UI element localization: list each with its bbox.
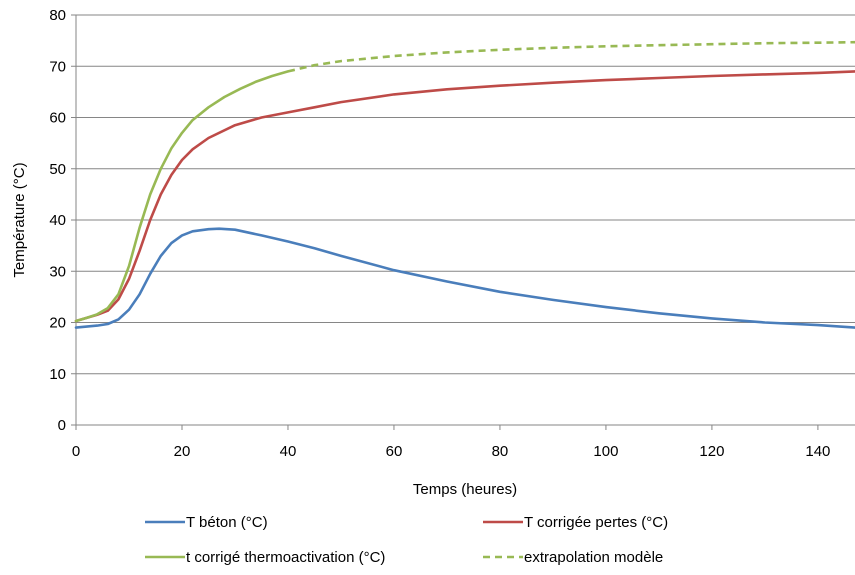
y-tick-label: 70	[49, 58, 66, 75]
y-tick-label: 60	[49, 110, 66, 127]
legend-label-3: extrapolation modèle	[524, 549, 663, 566]
y-tick-label: 80	[49, 7, 66, 24]
x-tick-label: 120	[699, 443, 724, 460]
y-tick-label: 50	[49, 161, 66, 178]
y-axis-title: Température (°C)	[11, 162, 28, 277]
x-axis-title: Temps (heures)	[413, 481, 517, 498]
x-tick-label: 20	[174, 443, 191, 460]
series-line-3	[287, 40, 855, 73]
gridlines	[76, 14, 855, 375]
y-tick-label: 30	[49, 263, 66, 280]
series-line-1	[74, 70, 855, 323]
legend-label-0: T béton (°C)	[186, 514, 268, 531]
series-line-0	[74, 227, 855, 329]
series-lines	[74, 40, 855, 329]
x-tick-label: 140	[805, 443, 830, 460]
legend-label-1: T corrigée pertes (°C)	[524, 514, 668, 531]
series-line-2	[74, 70, 290, 323]
x-tick-label: 0	[72, 443, 80, 460]
axes	[71, 14, 855, 430]
y-tick-label: 10	[49, 366, 66, 383]
x-tick-label: 80	[492, 443, 509, 460]
x-tick-label: 100	[593, 443, 618, 460]
y-tick-label: 40	[49, 212, 66, 229]
x-tick-label: 60	[386, 443, 403, 460]
legend-label-2: t corrigé thermoactivation (°C)	[186, 549, 385, 566]
y-tick-label: 0	[58, 417, 66, 434]
y-tick-label: 20	[49, 315, 66, 332]
tick-labels: 0 10 20 30 40 50 60 70 80 0 20 40 60 80 100 120 140	[49, 7, 830, 460]
legend: T béton (°C) T corrigée pertes (°C) t corr…	[145, 514, 668, 566]
x-tick-label: 40	[280, 443, 297, 460]
